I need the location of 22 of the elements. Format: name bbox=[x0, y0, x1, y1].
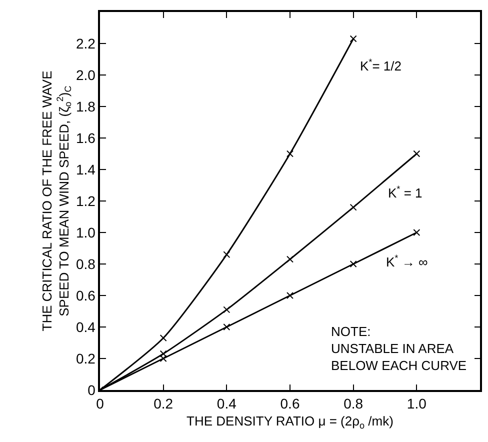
y-tick-label: 1.6 bbox=[76, 130, 96, 146]
annotation: NOTE: UNSTABLE IN AREA BELOW EACH CURVE bbox=[331, 324, 467, 373]
x-axis-title: THE DENSITY RATIO μ = (2ρ$_{o}$ /mk) bbox=[186, 414, 394, 430]
series-label: K$^{*}$= 1/2 bbox=[360, 57, 402, 74]
y-tick-label: 0.8 bbox=[76, 256, 96, 272]
y-tick-label: 2.0 bbox=[76, 66, 96, 83]
x-tick-label: 1.0 bbox=[406, 396, 427, 412]
y-tick-label: 2.2 bbox=[76, 35, 96, 52]
x-tick-label: 0.6 bbox=[280, 396, 300, 412]
series-label: K$^{*}$ = 1 bbox=[388, 184, 422, 200]
y-tick-label: 1.8 bbox=[76, 98, 96, 114]
y-tick-label: 1.4 bbox=[76, 161, 96, 178]
y-tick-label: 1.2 bbox=[76, 192, 96, 209]
series-label: K$^{*}$ → ∞ bbox=[386, 253, 428, 270]
y-tick-label: 0 bbox=[88, 382, 96, 398]
y-tick-label: 0.6 bbox=[76, 287, 96, 304]
x-tick-label: 0.2 bbox=[154, 396, 174, 412]
y-tick-label: 1.0 bbox=[76, 224, 96, 240]
y-tick-label: 0.2 bbox=[76, 350, 96, 366]
x-tick-label: 0.4 bbox=[216, 396, 237, 412]
x-tick-label: 0.8 bbox=[344, 396, 364, 412]
y-tick-label: 0.4 bbox=[76, 318, 96, 335]
